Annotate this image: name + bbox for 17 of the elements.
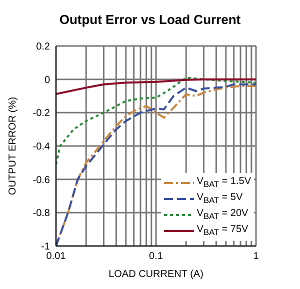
x-tick-label: 1	[253, 251, 260, 262]
legend-label: V$_{BAT}$ = 20V	[196, 207, 248, 223]
x-axis-title: LOAD CURRENT (A)	[108, 269, 204, 280]
y-tick-label: 0	[44, 74, 50, 86]
x-tick-label: 0.01	[46, 251, 66, 262]
x-tick-label: 0.1	[149, 251, 164, 262]
legend-label: V$_{BAT}$ = 5V	[196, 191, 243, 207]
y-axis-title: OUTPUT ERROR (%)	[8, 96, 19, 196]
chart-title: Output Error vs Load Current	[58, 12, 242, 27]
legend-label: V$_{BAT}$ = 1.5V	[196, 175, 251, 191]
y-tick-label: -1	[41, 242, 50, 253]
y-tick-label: -0.2	[32, 108, 50, 120]
y-tick-label: -0.6	[32, 174, 50, 186]
y-tick-label: -0.8	[32, 208, 50, 220]
legend-label: V$_{BAT}$ = 75V	[196, 223, 248, 239]
y-tick-label: -0.4	[32, 142, 50, 153]
y-tick-label: 0.2	[36, 42, 50, 53]
